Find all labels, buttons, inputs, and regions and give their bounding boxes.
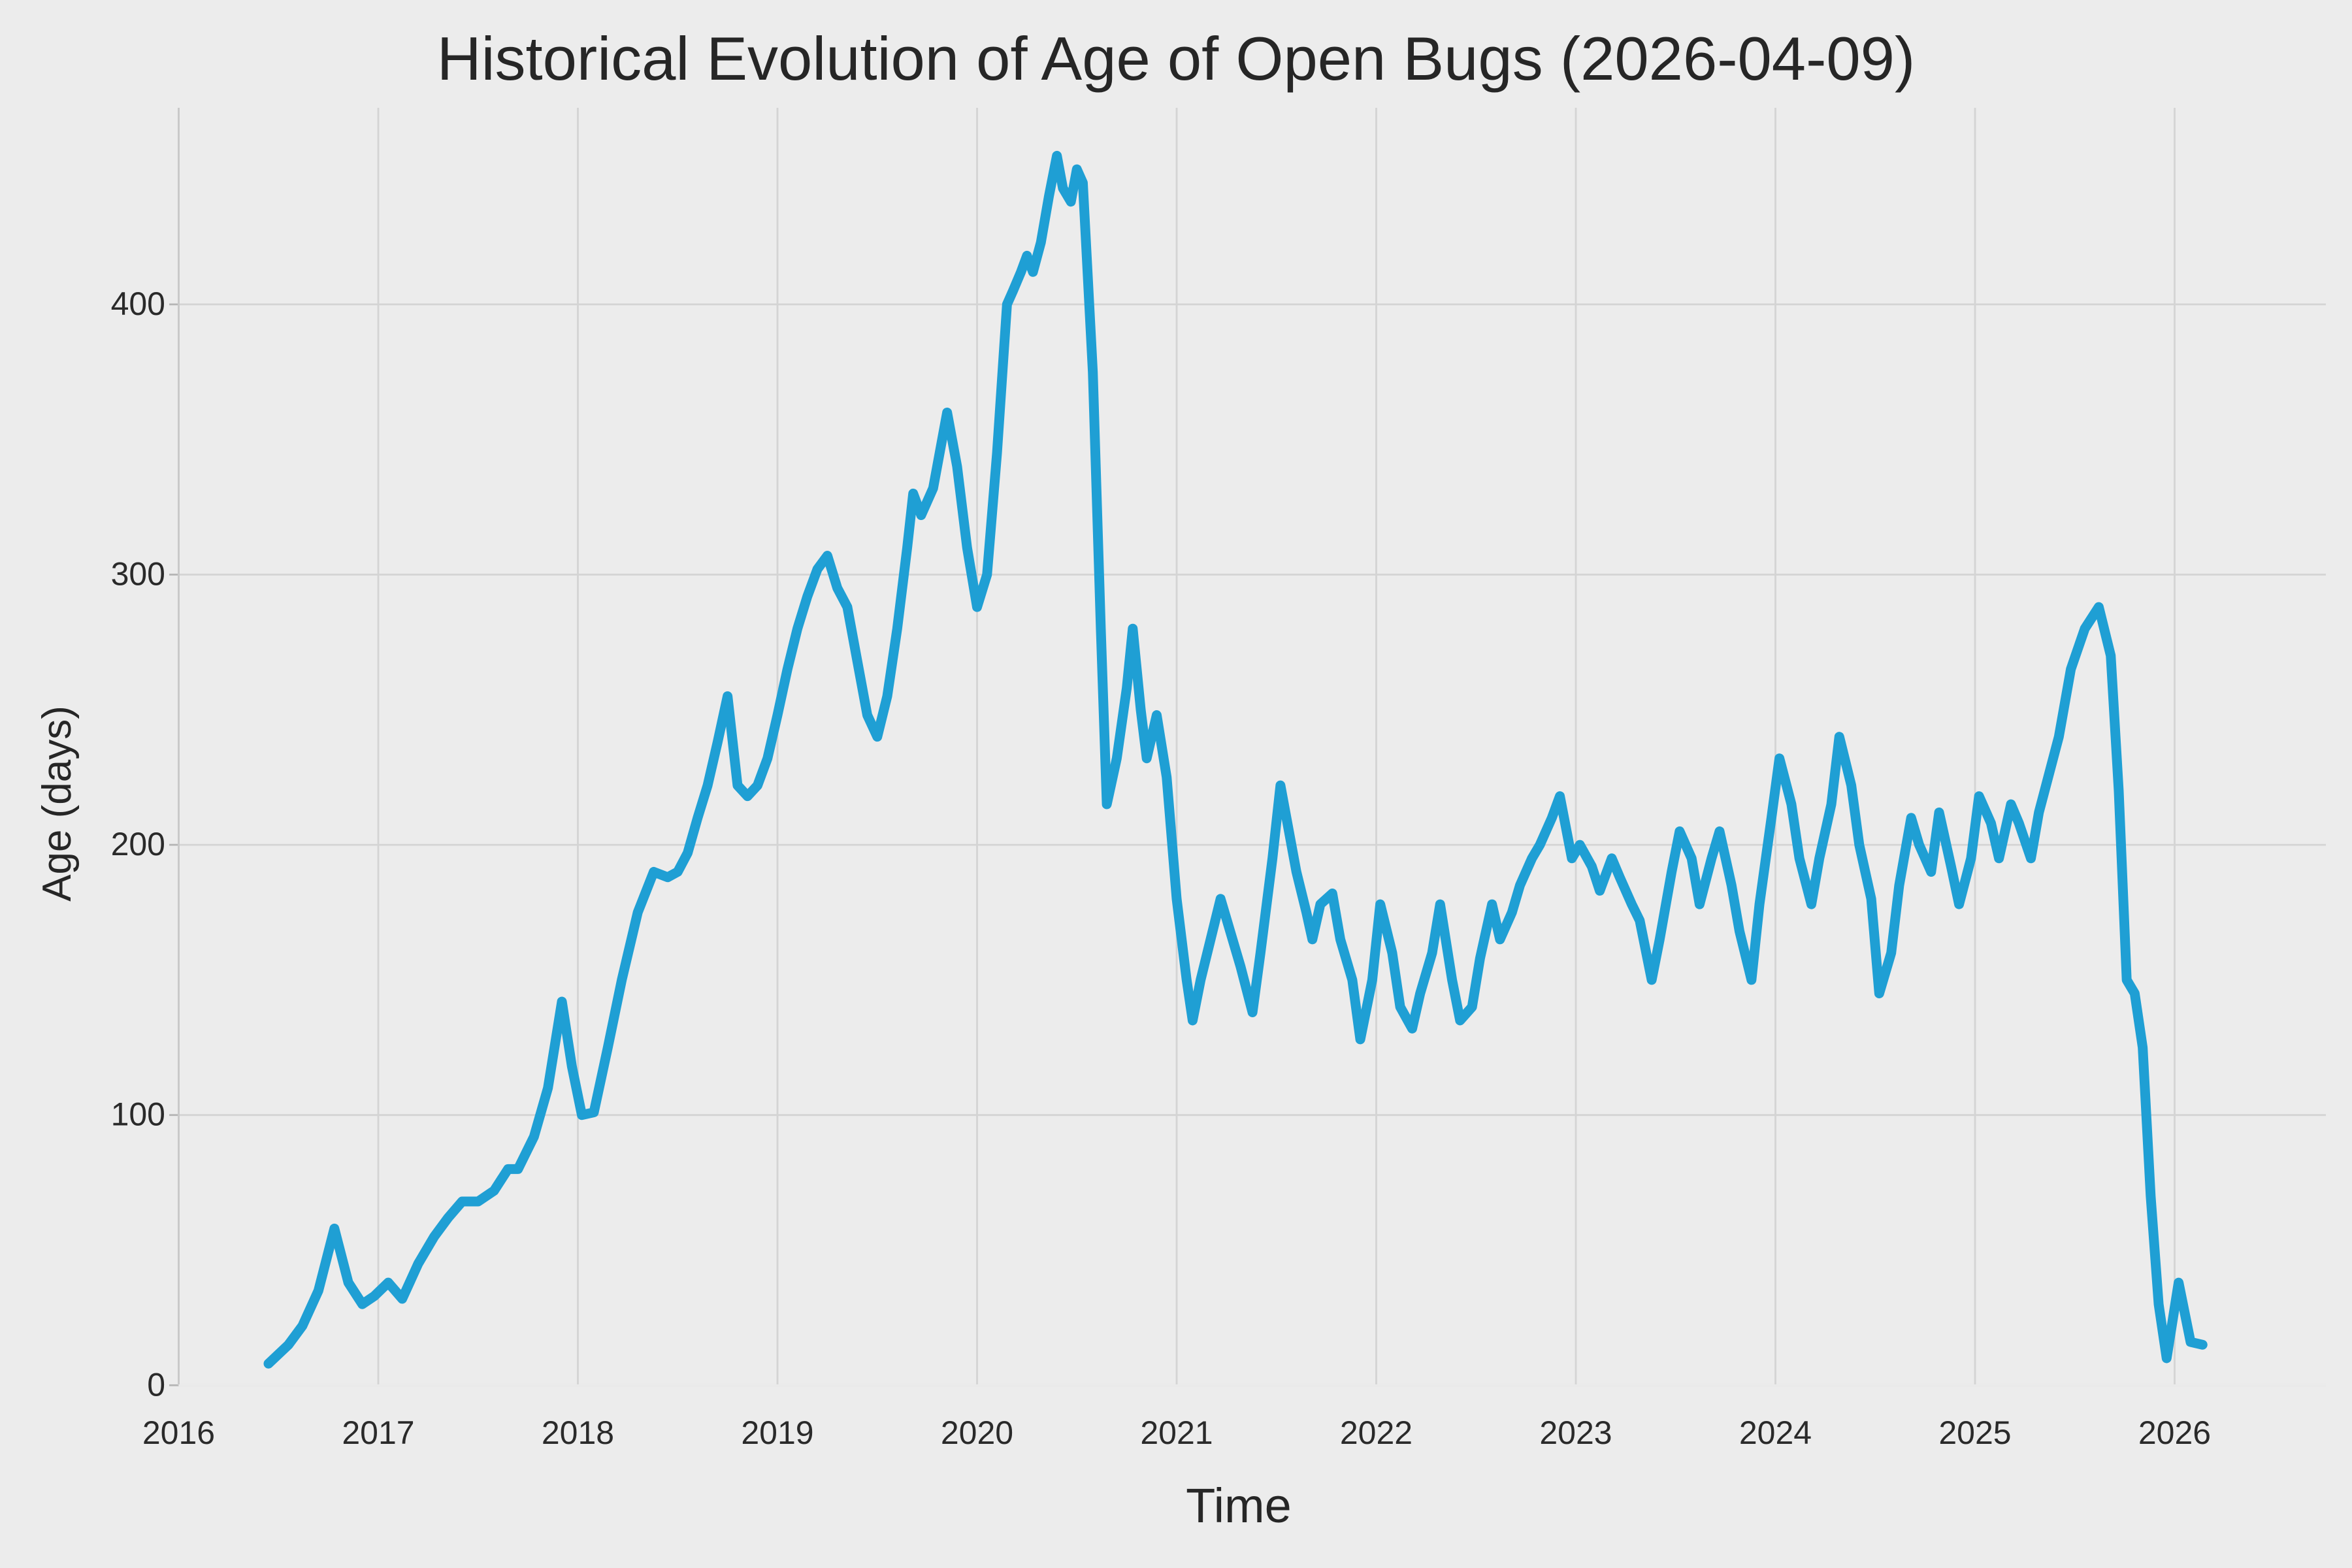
svg-text:2017: 2017	[342, 1414, 414, 1451]
svg-text:2024: 2024	[1739, 1414, 1812, 1451]
svg-text:Age (days): Age (days)	[35, 706, 80, 902]
svg-text:2018: 2018	[542, 1414, 614, 1451]
svg-text:300: 300	[111, 556, 165, 593]
svg-text:2022: 2022	[1340, 1414, 1413, 1451]
svg-text:2025: 2025	[1938, 1414, 2011, 1451]
svg-text:400: 400	[111, 286, 165, 322]
svg-text:0: 0	[147, 1366, 165, 1403]
svg-text:200: 200	[111, 826, 165, 862]
svg-text:Time: Time	[1186, 1478, 1292, 1533]
svg-text:Historical Evolution of Age of: Historical Evolution of Age of Open Bugs…	[437, 24, 1916, 93]
svg-text:100: 100	[111, 1096, 165, 1133]
svg-text:2019: 2019	[741, 1414, 813, 1451]
svg-text:2023: 2023	[1539, 1414, 1612, 1451]
svg-text:2021: 2021	[1140, 1414, 1213, 1451]
svg-text:2016: 2016	[142, 1414, 215, 1451]
svg-text:2020: 2020	[941, 1414, 1013, 1451]
svg-text:2026: 2026	[2138, 1414, 2211, 1451]
